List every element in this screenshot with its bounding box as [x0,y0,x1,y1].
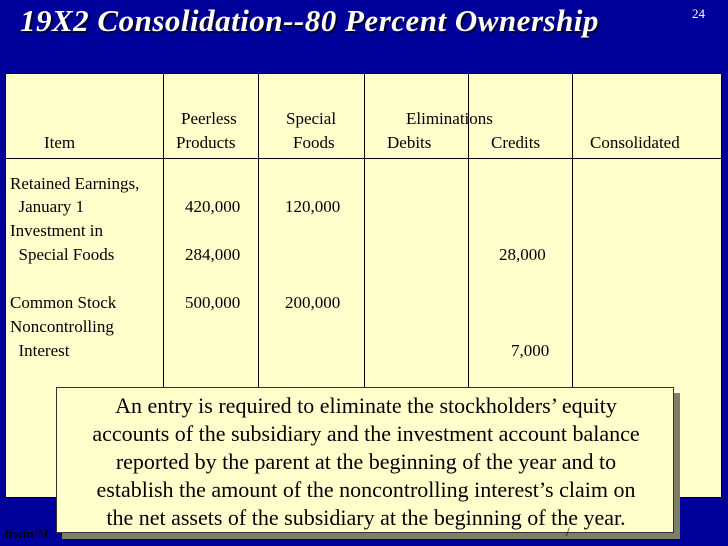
header-consolidated: Consolidated [590,133,680,152]
row-item-label: Noncontrolling [10,317,114,336]
slide-number: 24 [692,6,705,21]
header-debits: Debits [387,133,432,152]
row-credits-value: 28,000 [499,245,546,264]
callout-text-line: establish the amount of the noncontrolli… [96,477,636,502]
row-item-label: Investment in [10,221,104,240]
row-item-label: Retained Earnings, [10,174,140,193]
row-peerless-value: 420,000 [185,197,241,216]
explanation-callout: An entry is required to eliminate the st… [56,387,674,533]
row-special-value: 120,000 [285,197,341,216]
column-divider [468,74,469,497]
header-credits: Credits [491,133,541,152]
column-divider [364,74,365,497]
row-item-label: Interest [10,341,70,360]
callout-text-line: An entry is required to eliminate the st… [115,393,617,418]
header-special-line1: Special [286,109,337,128]
header-eliminations: Eliminations [406,109,493,128]
header-peerless-line2: Products [176,133,236,152]
callout-text-line: reported by the parent at the beginning … [115,449,617,474]
header-divider [6,158,721,159]
row-item-label: Common Stock [10,293,117,312]
column-divider [572,74,573,497]
row-credits-value: 7,000 [511,341,550,360]
header-peerless-line1: Peerless [181,109,237,128]
row-item-label: January 1 [10,197,85,216]
header-special-line2: Foods [293,133,335,152]
column-divider [258,74,259,497]
footer-mark: / [566,524,570,539]
row-item-label: Special Foods [10,245,115,264]
header-item: Item [44,133,76,152]
footer-publisher: Irwin/M [4,526,49,541]
slide-title: 19X2 Consolidation--80 Percent Ownership [20,3,599,38]
callout-text-line: accounts of the subsidiary and the inves… [92,421,640,446]
callout-text-line: the net assets of the subsidiary at the … [106,505,626,530]
slide-title-shadow: 19X2 Consolidation--80 Percent Ownership [22,5,601,40]
row-special-value: 200,000 [285,293,341,312]
row-peerless-value: 284,000 [185,245,241,264]
column-divider [163,74,164,497]
row-peerless-value: 500,000 [185,293,241,312]
